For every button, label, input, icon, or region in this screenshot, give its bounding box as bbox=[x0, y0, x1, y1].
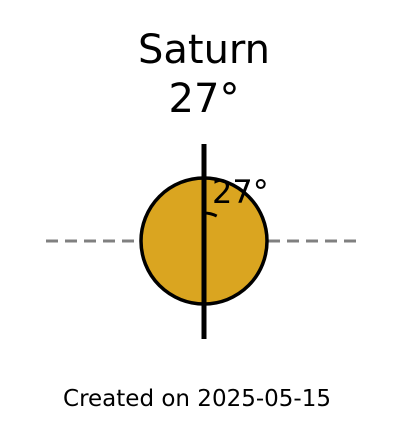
creation-date-caption: Created on 2025-05-15 bbox=[63, 386, 331, 412]
tilt-angle-arc bbox=[203, 211, 218, 218]
tilt-angle-label: 27° bbox=[212, 173, 269, 211]
title-planet-name: Saturn bbox=[138, 27, 270, 73]
title-tilt-value: 27° bbox=[169, 76, 240, 122]
